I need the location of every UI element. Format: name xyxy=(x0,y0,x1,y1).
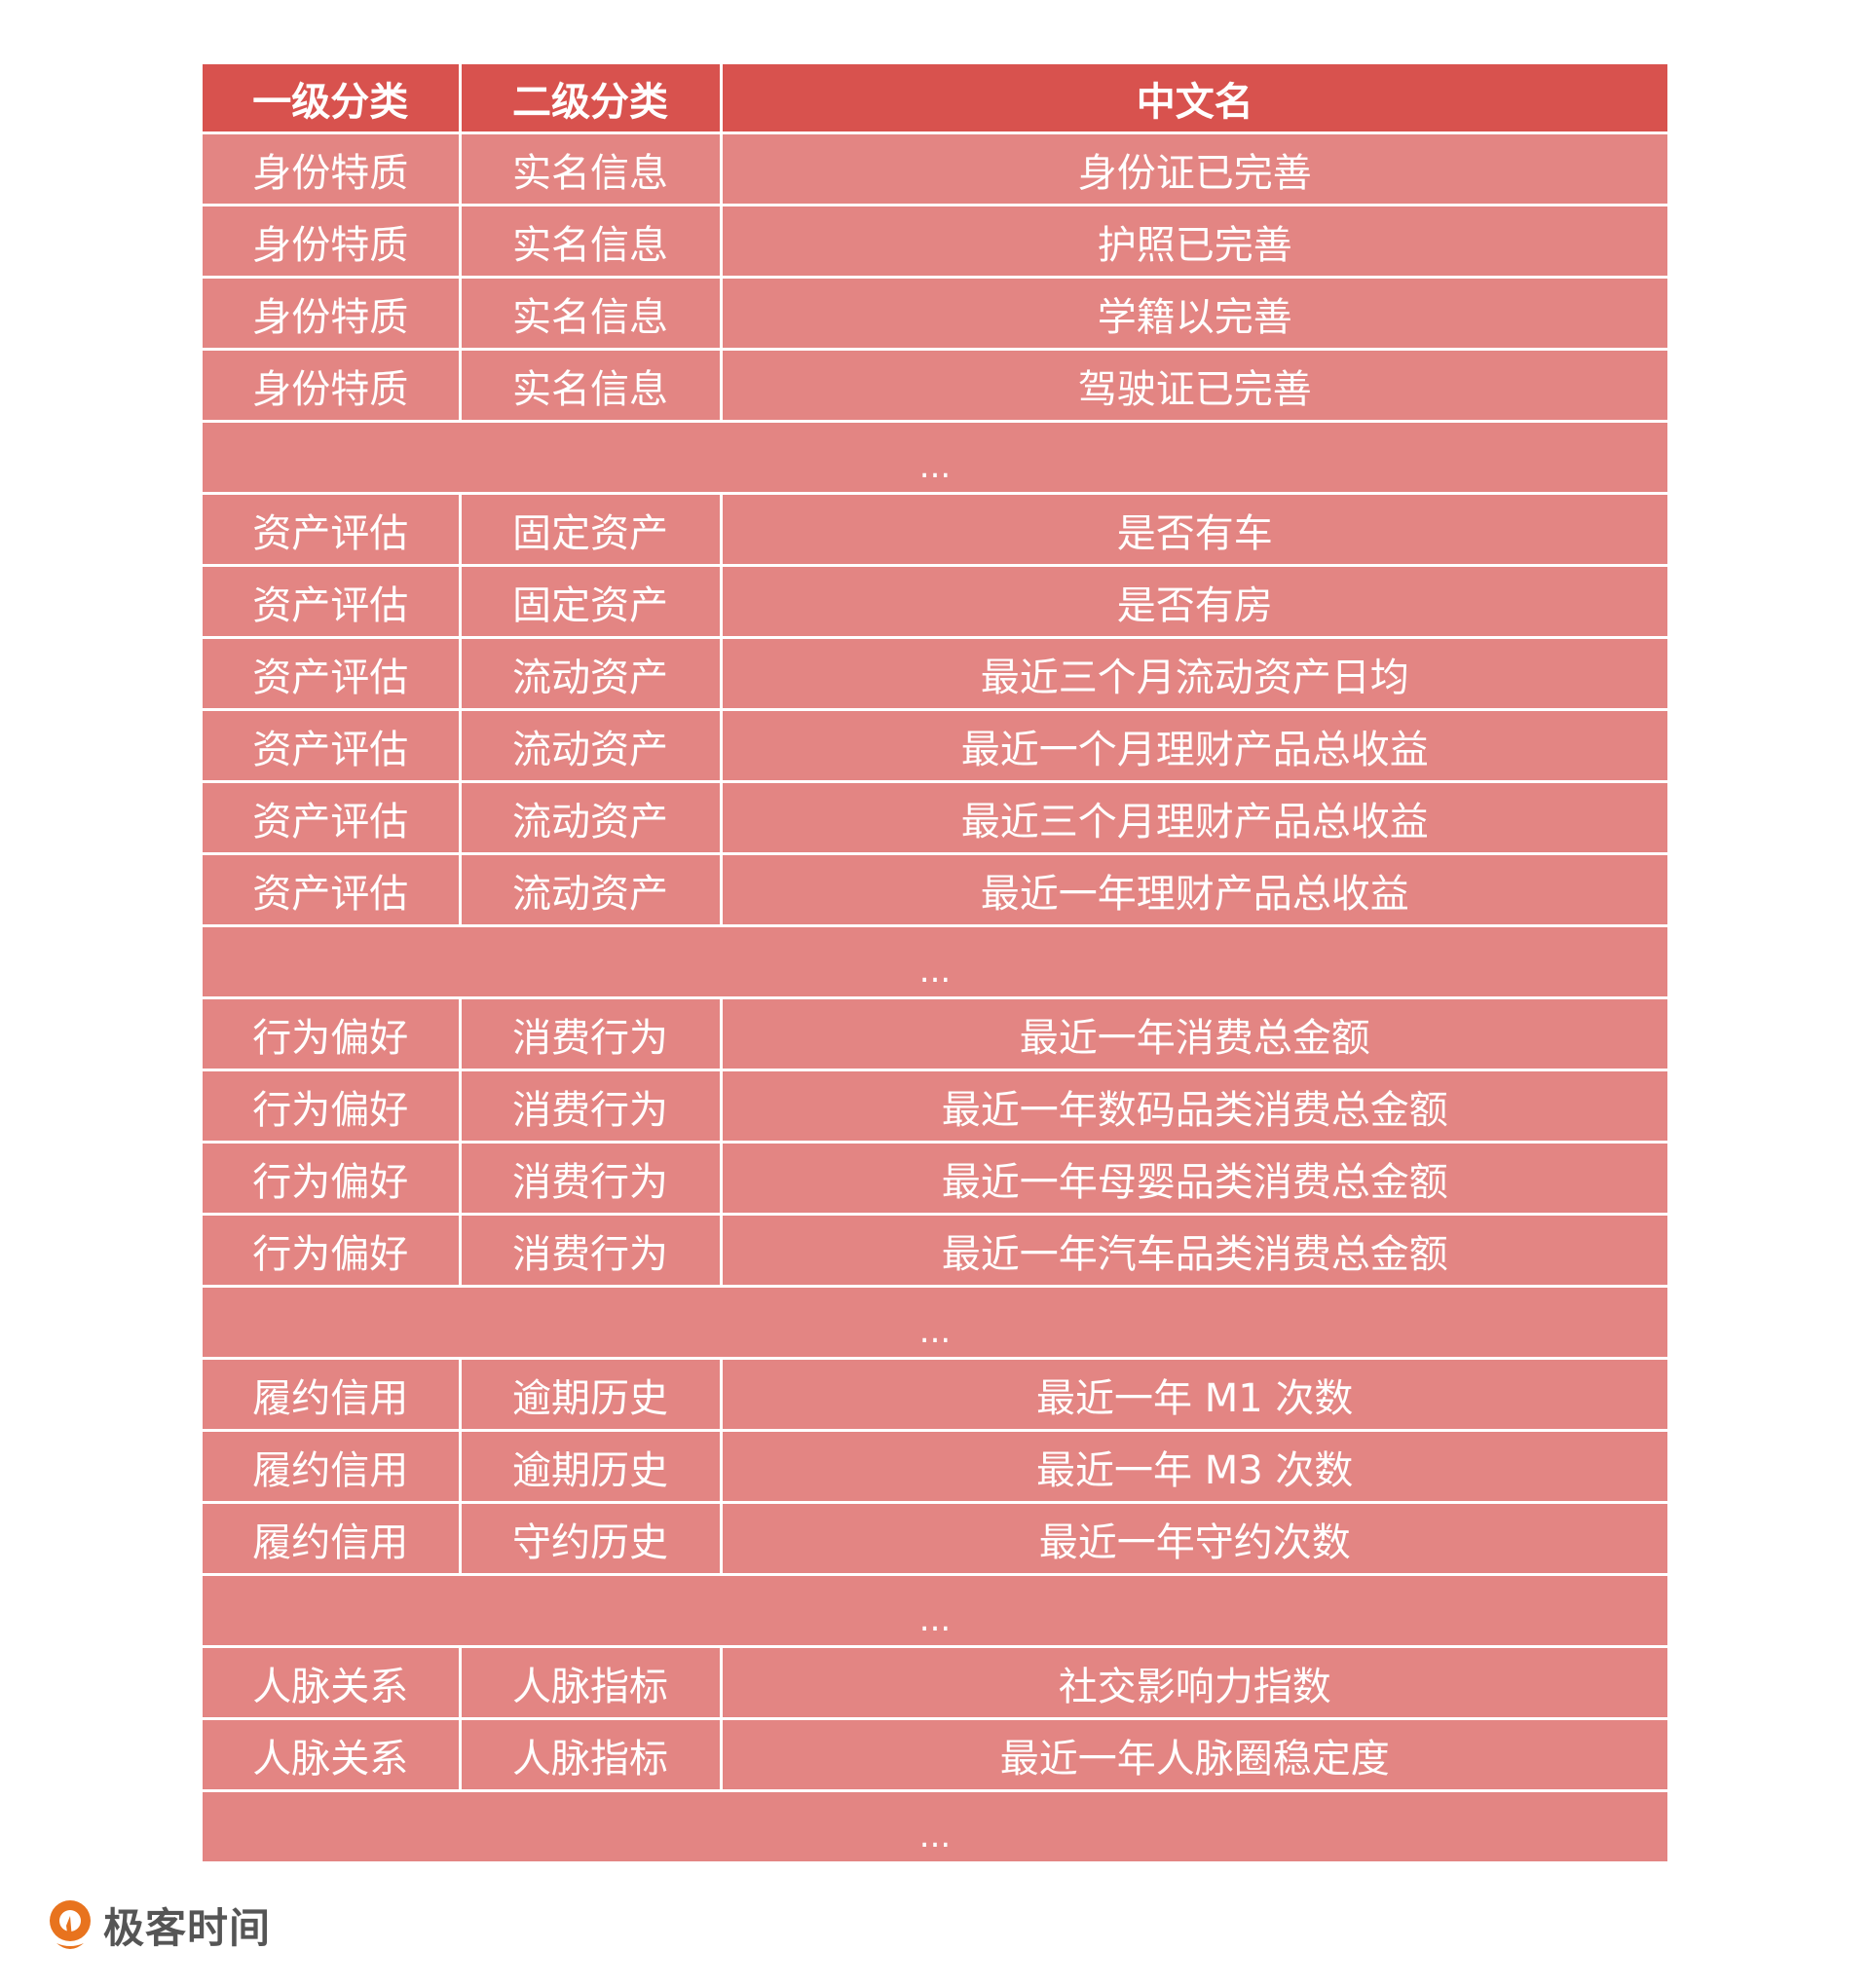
ellipsis-row: ... xyxy=(203,421,1667,495)
table-header-row: 一级分类 二级分类 中文名 xyxy=(203,64,1667,134)
chinese-name-cell: 驾驶证已完善 xyxy=(719,349,1667,423)
level2-category-cell: 实名信息 xyxy=(458,132,723,206)
level2-category-cell: 实名信息 xyxy=(458,205,723,279)
level2-category-cell: 消费行为 xyxy=(458,997,723,1071)
chinese-name-cell: 是否有车 xyxy=(719,493,1667,567)
level2-category-cell: 流动资产 xyxy=(458,781,723,855)
level1-category-cell: 行为偏好 xyxy=(203,997,462,1071)
table-row: 行为偏好 消费行为 最近一年消费总金额 xyxy=(203,997,1667,1071)
level1-category-cell: 身份特质 xyxy=(203,277,462,351)
level1-category-cell: 行为偏好 xyxy=(203,1069,462,1144)
level2-category-cell: 消费行为 xyxy=(458,1214,723,1288)
geektime-logo: 极客时间 xyxy=(45,1895,271,1955)
level1-category-cell: 身份特质 xyxy=(203,132,462,206)
level1-category-cell: 人脉关系 xyxy=(203,1718,462,1792)
table-row: 人脉关系 人脉指标 最近一年人脉圈稳定度 xyxy=(203,1718,1667,1792)
chinese-name-cell: 最近一个月理财产品总收益 xyxy=(719,709,1667,783)
level1-category-cell: 行为偏好 xyxy=(203,1142,462,1216)
chinese-name-cell: 最近一年 M1 次数 xyxy=(719,1358,1667,1432)
table-row: 履约信用 守约历史 最近一年守约次数 xyxy=(203,1502,1667,1576)
level1-category-cell: 人脉关系 xyxy=(203,1646,462,1720)
level1-category-cell: 资产评估 xyxy=(203,565,462,639)
level1-category-cell: 履约信用 xyxy=(203,1358,462,1432)
table-row: 人脉关系 人脉指标 社交影响力指数 xyxy=(203,1646,1667,1720)
table-row: 资产评估 流动资产 最近三个月理财产品总收益 xyxy=(203,781,1667,855)
level1-category-cell: 身份特质 xyxy=(203,205,462,279)
logo-text: 极客时间 xyxy=(103,1904,272,1952)
table-row: 行为偏好 消费行为 最近一年汽车品类消费总金额 xyxy=(203,1214,1667,1288)
header-level2-category: 二级分类 xyxy=(458,64,723,134)
header-level1-category: 一级分类 xyxy=(203,64,462,134)
chinese-name-cell: 最近一年母婴品类消费总金额 xyxy=(719,1142,1667,1216)
feature-table: 一级分类 二级分类 中文名 身份特质 实名信息 身份证已完善 身份特质 实名信息 护照已完… xyxy=(203,64,1667,1861)
level2-category-cell: 实名信息 xyxy=(458,277,723,351)
header-chinese-name: 中文名 xyxy=(719,64,1667,134)
level2-category-cell: 固定资产 xyxy=(458,493,723,567)
ellipsis-cell: ... xyxy=(203,421,1667,495)
table-row: 资产评估 固定资产 是否有车 xyxy=(203,493,1667,567)
chinese-name-cell: 最近一年 M3 次数 xyxy=(719,1430,1667,1504)
chinese-name-cell: 社交影响力指数 xyxy=(719,1646,1667,1720)
chinese-name-cell: 最近一年汽车品类消费总金额 xyxy=(719,1214,1667,1288)
ellipsis-cell: ... xyxy=(203,1286,1667,1360)
ellipsis-cell: ... xyxy=(203,925,1667,999)
table-row: 资产评估 流动资产 最近一个月理财产品总收益 xyxy=(203,709,1667,783)
level1-category-cell: 资产评估 xyxy=(203,781,462,855)
chinese-name-cell: 最近一年理财产品总收益 xyxy=(719,853,1667,927)
level2-category-cell: 逾期历史 xyxy=(458,1430,723,1504)
chinese-name-cell: 最近三个月理财产品总收益 xyxy=(719,781,1667,855)
level1-category-cell: 资产评估 xyxy=(203,709,462,783)
table-row: 行为偏好 消费行为 最近一年数码品类消费总金额 xyxy=(203,1069,1667,1144)
ellipsis-row: ... xyxy=(203,1790,1667,1861)
chinese-name-cell: 身份证已完善 xyxy=(719,132,1667,206)
table-row: 资产评估 流动资产 最近三个月流动资产日均 xyxy=(203,637,1667,711)
level2-category-cell: 流动资产 xyxy=(458,637,723,711)
chinese-name-cell: 最近一年人脉圈稳定度 xyxy=(719,1718,1667,1792)
ellipsis-cell: ... xyxy=(203,1574,1667,1648)
level2-category-cell: 人脉指标 xyxy=(458,1718,723,1792)
level2-category-cell: 消费行为 xyxy=(458,1069,723,1144)
table-row: 行为偏好 消费行为 最近一年母婴品类消费总金额 xyxy=(203,1142,1667,1216)
level2-category-cell: 流动资产 xyxy=(458,709,723,783)
table-row: 身份特质 实名信息 学籍以完善 xyxy=(203,277,1667,351)
table-row: 身份特质 实名信息 护照已完善 xyxy=(203,205,1667,279)
level1-category-cell: 履约信用 xyxy=(203,1430,462,1504)
chinese-name-cell: 最近一年数码品类消费总金额 xyxy=(719,1069,1667,1144)
level2-category-cell: 流动资产 xyxy=(458,853,723,927)
level1-category-cell: 资产评估 xyxy=(203,637,462,711)
chinese-name-cell: 是否有房 xyxy=(719,565,1667,639)
chinese-name-cell: 最近一年消费总金额 xyxy=(719,997,1667,1071)
level2-category-cell: 人脉指标 xyxy=(458,1646,723,1720)
geektime-logo-icon xyxy=(50,1899,91,1949)
level1-category-cell: 资产评估 xyxy=(203,853,462,927)
ellipsis-cell: ... xyxy=(203,1790,1667,1861)
table-row: 资产评估 流动资产 最近一年理财产品总收益 xyxy=(203,853,1667,927)
level2-category-cell: 消费行为 xyxy=(458,1142,723,1216)
chinese-name-cell: 护照已完善 xyxy=(719,205,1667,279)
ellipsis-row: ... xyxy=(203,1574,1667,1648)
level2-category-cell: 固定资产 xyxy=(458,565,723,639)
table-row: 身份特质 实名信息 身份证已完善 xyxy=(203,132,1667,206)
level2-category-cell: 实名信息 xyxy=(458,349,723,423)
ellipsis-row: ... xyxy=(203,1286,1667,1360)
table-row: 履约信用 逾期历史 最近一年 M1 次数 xyxy=(203,1358,1667,1432)
level2-category-cell: 逾期历史 xyxy=(458,1358,723,1432)
level1-category-cell: 资产评估 xyxy=(203,493,462,567)
level2-category-cell: 守约历史 xyxy=(458,1502,723,1576)
level1-category-cell: 履约信用 xyxy=(203,1502,462,1576)
level1-category-cell: 行为偏好 xyxy=(203,1214,462,1288)
table-row: 履约信用 逾期历史 最近一年 M3 次数 xyxy=(203,1430,1667,1504)
ellipsis-row: ... xyxy=(203,925,1667,999)
level1-category-cell: 身份特质 xyxy=(203,349,462,423)
table-row: 资产评估 固定资产 是否有房 xyxy=(203,565,1667,639)
chinese-name-cell: 学籍以完善 xyxy=(719,277,1667,351)
table-row: 身份特质 实名信息 驾驶证已完善 xyxy=(203,349,1667,423)
chinese-name-cell: 最近三个月流动资产日均 xyxy=(719,637,1667,711)
chinese-name-cell: 最近一年守约次数 xyxy=(719,1502,1667,1576)
